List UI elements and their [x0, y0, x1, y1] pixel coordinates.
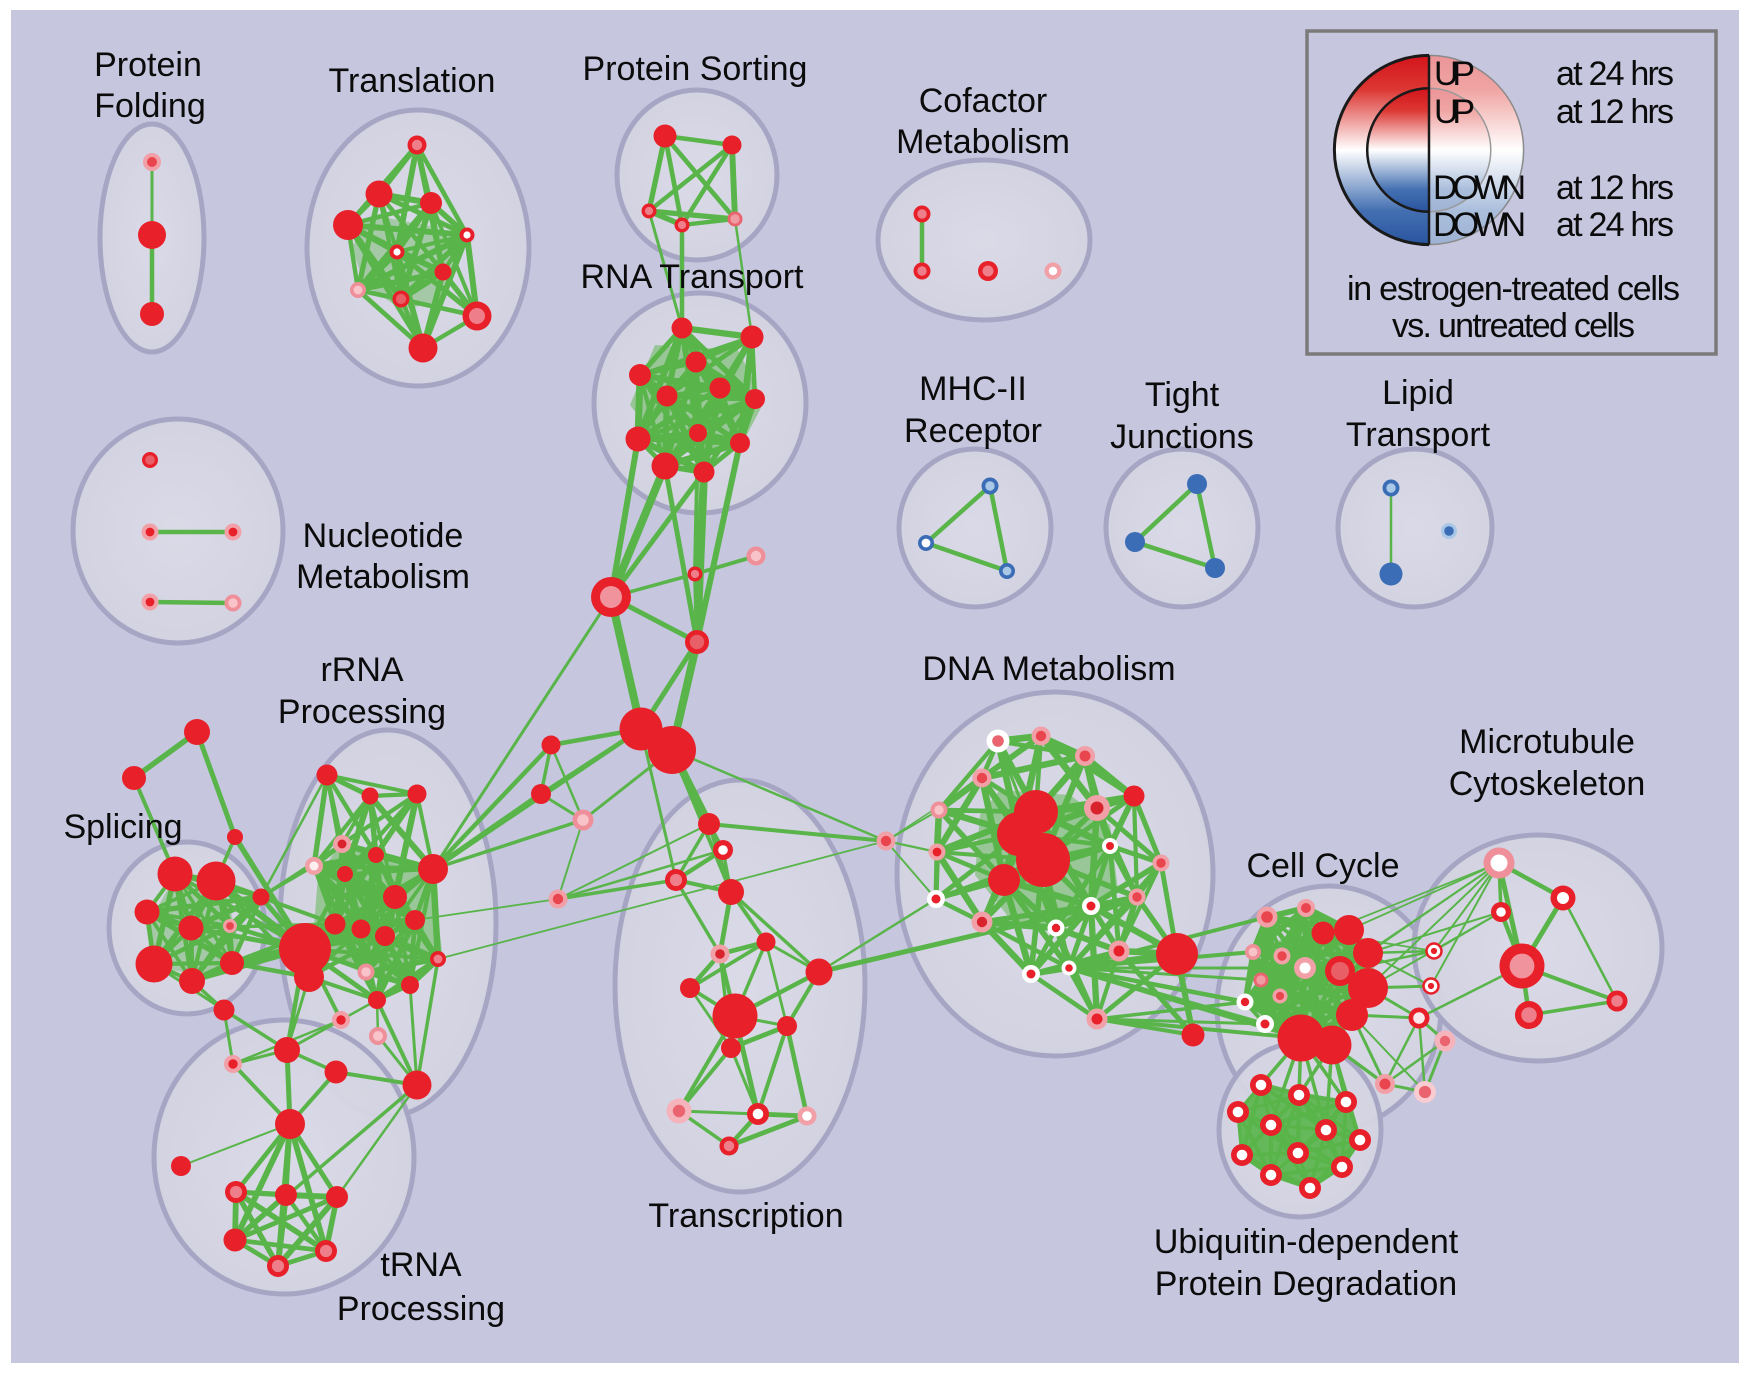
svg-text:Tight: Tight	[1145, 376, 1220, 414]
svg-text:Nucleotide: Nucleotide	[303, 517, 464, 555]
svg-text:in estrogen-treated cells: in estrogen-treated cells	[1347, 270, 1680, 308]
svg-text:Microtubule: Microtubule	[1459, 723, 1635, 761]
svg-text:at 24 hrs: at 24 hrs	[1556, 206, 1674, 244]
svg-text:Receptor: Receptor	[904, 412, 1042, 450]
svg-text:Splicing: Splicing	[63, 808, 182, 846]
svg-text:DOWN: DOWN	[1433, 206, 1526, 244]
svg-text:Translation: Translation	[329, 62, 496, 100]
svg-text:Processing: Processing	[278, 693, 446, 731]
svg-text:UP: UP	[1434, 93, 1475, 131]
svg-text:Processing: Processing	[337, 1290, 505, 1328]
svg-text:Protein Sorting: Protein Sorting	[583, 50, 808, 88]
svg-text:at 24 hrs: at 24 hrs	[1556, 55, 1674, 93]
svg-text:Lipid: Lipid	[1382, 374, 1454, 412]
svg-text:vs. untreated cells: vs. untreated cells	[1392, 307, 1635, 345]
svg-text:tRNA: tRNA	[380, 1246, 462, 1284]
svg-text:DOWN: DOWN	[1433, 169, 1526, 207]
svg-text:Cell Cycle: Cell Cycle	[1246, 847, 1399, 885]
svg-text:rRNA: rRNA	[320, 651, 403, 689]
svg-text:MHC-II: MHC-II	[919, 370, 1027, 408]
svg-text:Metabolism: Metabolism	[896, 123, 1070, 161]
svg-text:Transcription: Transcription	[648, 1197, 843, 1235]
svg-text:Ubiquitin-dependent: Ubiquitin-dependent	[1154, 1223, 1459, 1261]
svg-text:DNA Metabolism: DNA Metabolism	[922, 650, 1175, 688]
svg-text:Cofactor: Cofactor	[919, 82, 1048, 120]
svg-text:Folding: Folding	[94, 87, 206, 125]
svg-text:Transport: Transport	[1346, 416, 1491, 454]
svg-text:Protein: Protein	[94, 46, 202, 84]
svg-text:at 12 hrs: at 12 hrs	[1556, 169, 1674, 207]
svg-text:Cytoskeleton: Cytoskeleton	[1449, 765, 1646, 803]
svg-text:Metabolism: Metabolism	[296, 558, 470, 596]
svg-text:RNA Transport: RNA Transport	[581, 258, 805, 296]
svg-text:Junctions: Junctions	[1110, 418, 1254, 456]
svg-text:at 12 hrs: at 12 hrs	[1556, 93, 1674, 131]
svg-text:Protein Degradation: Protein Degradation	[1155, 1265, 1457, 1303]
svg-text:UP: UP	[1434, 55, 1475, 93]
